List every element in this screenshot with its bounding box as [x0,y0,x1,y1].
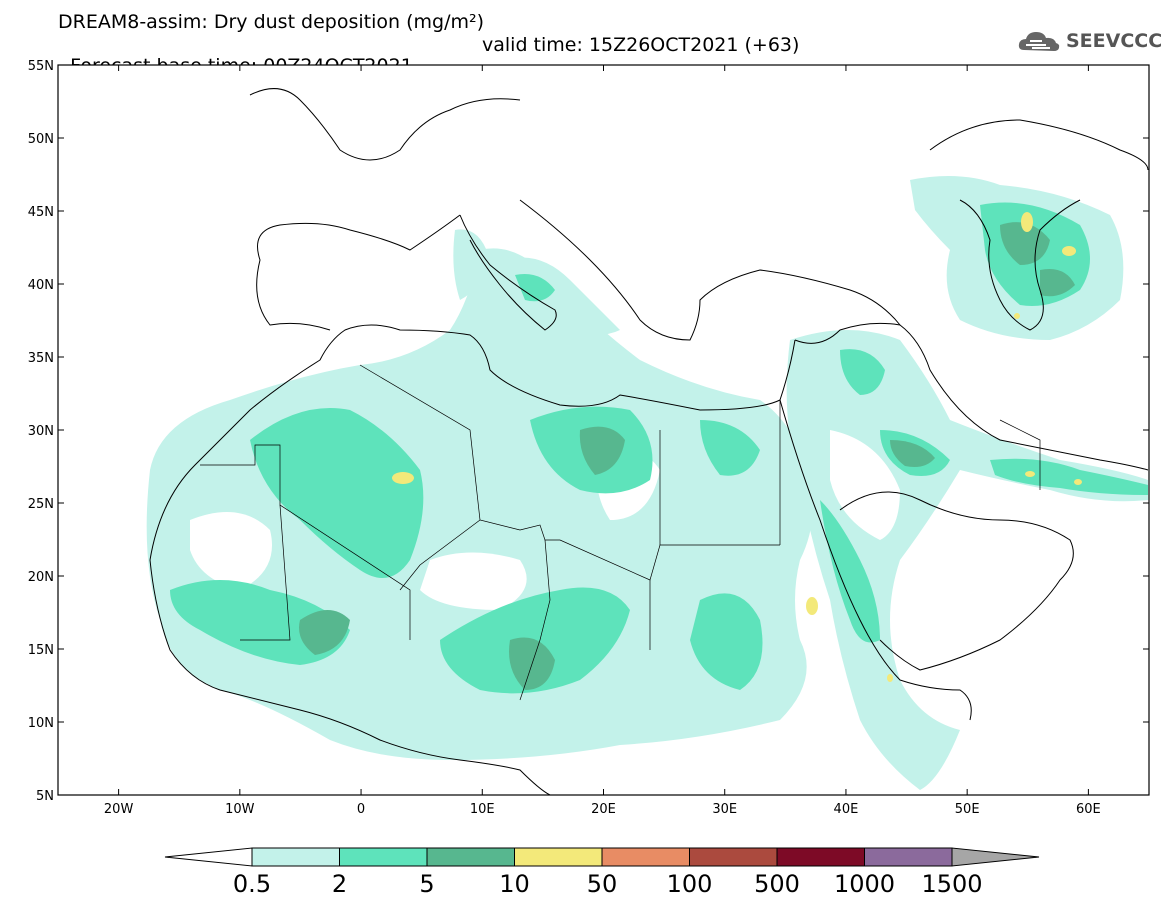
colorbar-label: 50 [586,870,618,898]
lon-tick-label: 20E [591,802,616,817]
lat-tick-label: 50N [28,132,54,147]
colorbar-label: 5 [419,870,435,898]
seevccc-logo: SEEVCCC [1016,26,1162,56]
lon-tick-label: 40E [834,802,859,817]
longitude-axis: 20W 10W 0 10E 20E 30E 40E 50E 60E [104,65,1101,817]
lon-tick-label: 0 [357,802,365,817]
colorbar-label: 2 [331,870,348,898]
lon-tick-label: 10E [470,802,495,817]
deposition-shading [146,176,1148,790]
lon-tick-label: 30E [712,802,737,817]
colorbar-label: 1000 [833,870,896,898]
colorbar-label: 100 [666,870,713,898]
colorbar-swatch [864,847,953,867]
lat-tick-label: 25N [28,497,54,512]
lat-tick-label: 30N [28,424,54,439]
country-borders [200,364,1041,701]
colorbar-high-arrow [951,847,1040,867]
latitude-axis: 55N 50N 45N 40N 35N 30N 25N 20N 15N 10N 5N [28,59,1149,804]
lat-tick-label: 45N [28,205,54,220]
lat-tick-label: 55N [28,59,54,74]
colorbar-swatch [776,847,865,867]
colorbar-swatch [339,847,428,867]
valid-time: valid time: 15Z26OCT2021 (+63) [482,34,800,56]
colorbar-swatch [601,847,690,867]
logo-text: SEEVCCC [1066,30,1163,52]
cloud-icon [1018,32,1060,51]
colorbar-label: 0.5 [232,870,272,898]
lat-tick-label: 40N [28,278,54,293]
lon-tick-label: 60E [1076,802,1101,817]
colorbar-swatch [689,847,778,867]
lon-tick-label: 20W [104,802,134,817]
lon-tick-label: 50E [955,802,980,817]
colorbar-label: 10 [499,870,530,898]
colorbar-label: 500 [754,870,800,898]
lat-tick-label: 15N [28,643,54,658]
lat-tick-label: 10N [28,716,54,731]
colorbar-swatch [426,847,515,867]
colorbar-low-arrow [164,847,253,867]
colorbar-swatch [514,847,603,867]
map-title: DREAM8-assim: Dry dust deposition (mg/m²… [58,11,485,33]
colorbar [164,847,1040,867]
lat-tick-label: 35N [28,351,54,366]
lat-tick-label: 20N [28,570,54,585]
lon-tick-label: 10W [225,802,255,817]
coastlines [149,88,1149,796]
lat-tick-label: 5N [36,789,54,804]
colorbar-label: 1500 [921,870,983,898]
colorbar-swatch [251,847,340,867]
